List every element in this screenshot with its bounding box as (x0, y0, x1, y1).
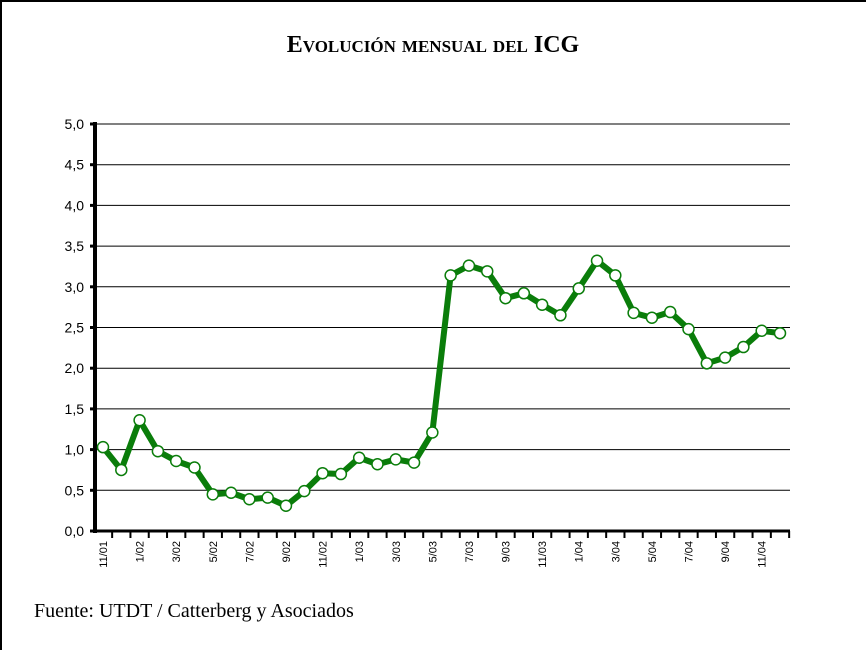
data-point (755, 324, 768, 338)
data-point (188, 461, 201, 474)
x-tick-label: 7/02 (244, 541, 256, 562)
x-tick-label: 3/03 (391, 541, 403, 562)
data-point (499, 291, 512, 305)
x-tick-label: 7/04 (684, 541, 696, 562)
x-tick-label: 1/04 (574, 541, 586, 562)
x-tick-label: 11/02 (318, 541, 330, 568)
series-line (100, 257, 781, 509)
data-point (535, 298, 549, 311)
x-tick-label: 11/01 (98, 541, 110, 568)
data-point (718, 351, 732, 364)
x-tick-label: 9/02 (281, 541, 293, 562)
data-point (627, 306, 640, 320)
data-point (773, 326, 787, 340)
x-tick-label: 3/02 (171, 541, 183, 562)
data-point (462, 259, 476, 272)
x-tick-label: 11/03 (537, 541, 549, 568)
y-tick-label: 1,5 (65, 401, 85, 417)
data-point (700, 357, 714, 370)
data-point (517, 287, 531, 300)
data-point (261, 491, 274, 504)
data-point (407, 456, 421, 469)
y-tick-label: 4,0 (65, 197, 85, 213)
data-point (444, 269, 457, 282)
y-tick-label: 5,0 (65, 116, 85, 132)
data-point (133, 414, 146, 427)
x-tick-label: 3/04 (610, 541, 622, 562)
chart-title: Evolución mensual del ICG (287, 32, 580, 58)
x-tick-label: 1/02 (135, 541, 147, 562)
data-point (243, 493, 256, 506)
y-tick-label: 3,5 (65, 238, 85, 254)
data-point (389, 453, 403, 466)
data-point (316, 466, 329, 480)
y-tick-label: 2,0 (65, 360, 85, 376)
data-point (334, 467, 348, 481)
y-tick-label: 3,0 (65, 279, 85, 295)
data-point (480, 265, 494, 278)
data-point (115, 463, 128, 477)
y-tick-label: 4,5 (65, 157, 85, 173)
data-point (96, 440, 110, 454)
data-point (682, 322, 695, 336)
data-point (279, 499, 293, 513)
x-tick-label: 9/03 (501, 541, 513, 562)
data-point (572, 282, 585, 295)
y-tick-label: 2,5 (65, 320, 85, 336)
data-point (151, 444, 165, 458)
x-tick-label: 5/03 (427, 541, 439, 562)
x-tick-label: 7/03 (464, 541, 476, 562)
data-point (663, 305, 677, 319)
data-point (298, 484, 311, 498)
x-tick-label: 1/03 (354, 541, 366, 562)
data-point (590, 254, 604, 268)
data-point (426, 426, 439, 439)
data-point (206, 488, 220, 501)
y-tick-label: 0,0 (65, 523, 85, 539)
data-point (352, 451, 366, 464)
x-tick-label: 5/02 (208, 541, 220, 562)
source-note: Fuente: UTDT / Catterberg y Asociados (34, 600, 354, 622)
y-tick-label: 1,0 (65, 442, 85, 458)
data-point (737, 340, 750, 354)
y-tick-label: 0,5 (65, 482, 85, 498)
x-tick-label: 11/04 (757, 541, 769, 568)
x-tick-label: 9/04 (720, 541, 732, 562)
data-point (554, 309, 567, 322)
data-point (609, 269, 622, 282)
data-point (224, 486, 238, 499)
x-tick-label: 5/04 (647, 541, 659, 562)
data-point (169, 454, 183, 468)
data-point (645, 311, 659, 324)
data-point (371, 458, 384, 471)
